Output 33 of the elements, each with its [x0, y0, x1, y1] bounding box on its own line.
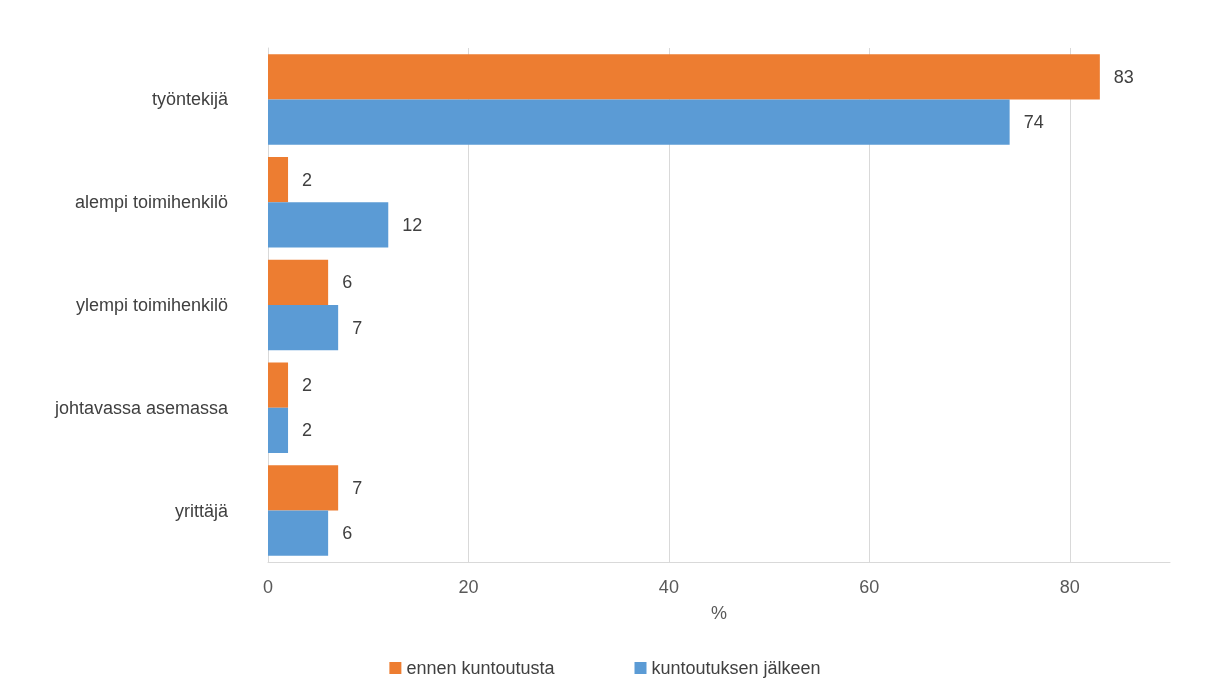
- x-tick-label: 40: [658, 577, 679, 597]
- data-label: 2: [302, 375, 313, 396]
- x-tick-label: 60: [859, 577, 880, 597]
- data-label: 83: [1113, 66, 1134, 87]
- data-label: 74: [1023, 112, 1044, 133]
- y-tick-label: yrittäjä: [174, 500, 229, 521]
- data-label: 7: [352, 317, 363, 338]
- bar: [268, 99, 1010, 145]
- bar: [268, 156, 289, 203]
- x-axis-title: %: [710, 603, 728, 623]
- data-label: 7: [352, 477, 363, 498]
- data-label: 12: [402, 214, 423, 235]
- y-tick-label: ylempi toimihenkilö: [75, 295, 228, 315]
- data-label: 6: [342, 523, 353, 544]
- x-tick-label: 0: [262, 577, 274, 597]
- bar: [268, 305, 339, 351]
- y-tick-label: työntekijä: [151, 89, 229, 110]
- legend-label: ennen kuntoutusta: [406, 658, 556, 678]
- x-tick-label: 20: [458, 577, 479, 597]
- data-label: 2: [302, 420, 313, 441]
- bar: [268, 510, 329, 556]
- x-tick-label: 80: [1059, 577, 1080, 597]
- bar: [268, 259, 329, 305]
- data-label: 6: [342, 272, 353, 293]
- data-label: 2: [302, 169, 313, 190]
- bar: [268, 465, 339, 511]
- bar: [268, 407, 289, 454]
- bar: [268, 362, 289, 408]
- y-tick-label: alempi toimihenkilö: [74, 192, 228, 213]
- legend-label: kuntoutuksen jälkeen: [651, 658, 821, 678]
- bar: [268, 202, 389, 248]
- y-tick-label: johtavassa asemassa: [53, 397, 229, 418]
- bar: [268, 54, 1100, 100]
